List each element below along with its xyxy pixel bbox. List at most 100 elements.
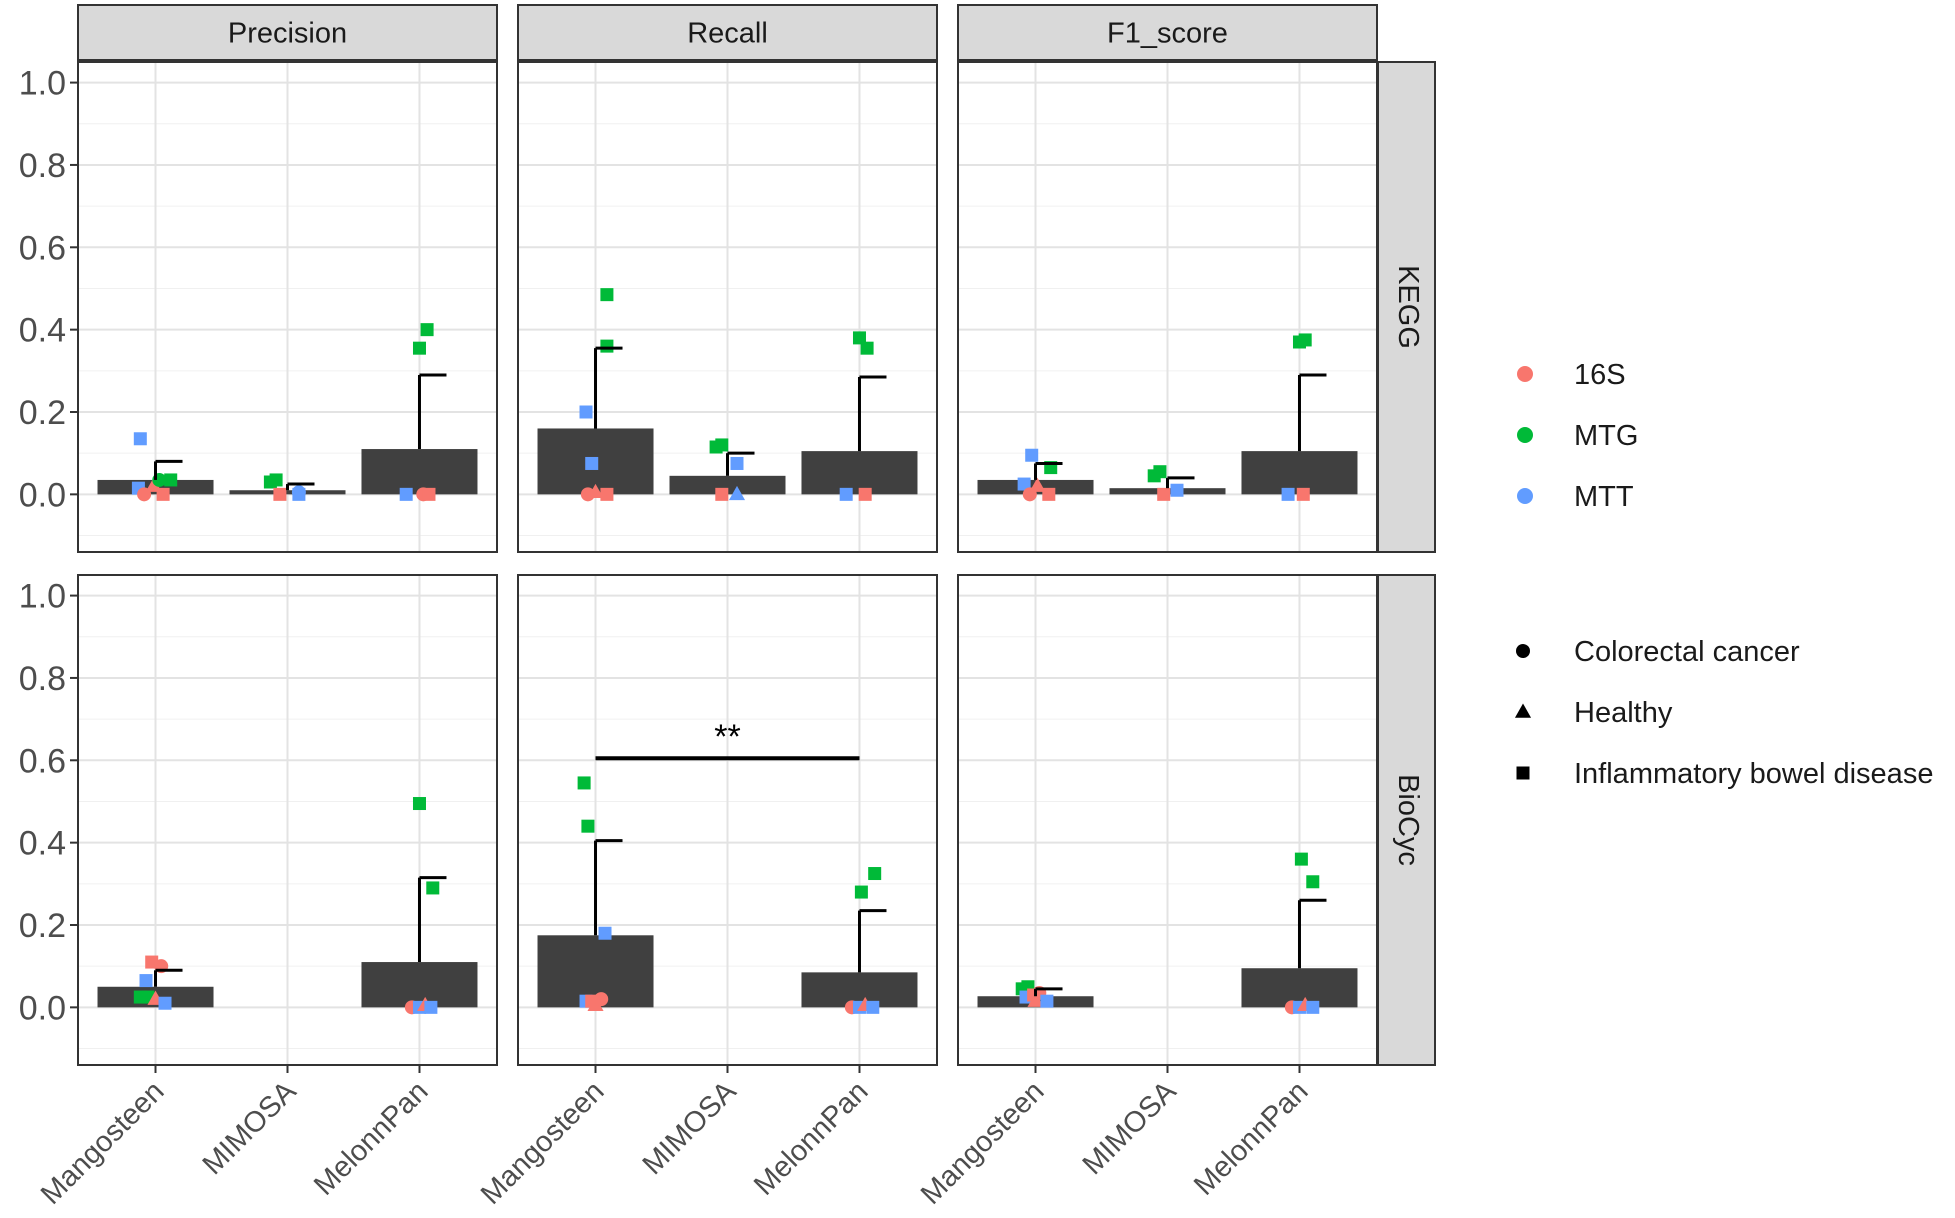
point-mtg-square bbox=[581, 819, 595, 833]
point-mtg-square bbox=[852, 331, 866, 345]
column-strip-recall: Recall bbox=[517, 4, 938, 61]
error-bar-melonnpan bbox=[857, 375, 887, 452]
point-16s-square bbox=[1027, 988, 1041, 1002]
error-bar-mangosteen bbox=[1034, 987, 1063, 997]
error-bar-mimosa bbox=[1166, 476, 1195, 489]
point-mtg-square bbox=[600, 288, 614, 302]
legend-key-triangle bbox=[1514, 703, 1532, 718]
error-bar-melonnpan bbox=[417, 876, 447, 963]
legend-item-triangle: Healthy bbox=[1514, 697, 1673, 729]
point-mtt-square bbox=[579, 405, 593, 419]
point-mtg-square bbox=[269, 473, 283, 487]
y-tick-label: 0.2 bbox=[19, 907, 66, 945]
point-16s-square bbox=[1296, 487, 1310, 501]
y-tick-label: 0.8 bbox=[19, 660, 66, 698]
point-16s-square bbox=[1042, 487, 1056, 501]
point-mtt-square bbox=[399, 487, 413, 501]
point-mtg-square bbox=[164, 473, 178, 487]
panel-recall-kegg bbox=[517, 61, 938, 553]
point-mtt-square bbox=[598, 926, 612, 940]
error-bar-melonnpan bbox=[1297, 373, 1327, 452]
point-mtt-square bbox=[839, 487, 853, 501]
point-mtg-square bbox=[715, 438, 729, 452]
column-strip-precision: Precision bbox=[77, 4, 498, 61]
point-mtg-square bbox=[426, 881, 440, 895]
panel-f1_score-kegg bbox=[957, 61, 1378, 553]
legend-label: Inflammatory bowel disease bbox=[1574, 758, 1933, 790]
x-tick-label: Mangosteen bbox=[35, 1075, 170, 1210]
panel-border bbox=[77, 61, 498, 553]
point-mtg-square bbox=[412, 341, 426, 355]
point-mtt-square bbox=[292, 487, 306, 501]
point-16s-square bbox=[422, 487, 436, 501]
panel-border bbox=[517, 61, 938, 553]
panel-border bbox=[957, 61, 1378, 553]
y-tick-label: 0.6 bbox=[19, 742, 66, 780]
legend-label: Colorectal cancer bbox=[1574, 636, 1800, 668]
bar-melonnpan bbox=[361, 449, 478, 495]
error-bar-mangosteen bbox=[594, 839, 623, 936]
row-strip-box bbox=[1377, 574, 1436, 1066]
point-mtg-square bbox=[1298, 333, 1312, 347]
bar-mimosa bbox=[669, 475, 786, 495]
y-tick-label: 1.0 bbox=[19, 578, 66, 616]
panel-f1_score-biocyc: Mangosteen MIMOSA MelonnPan bbox=[915, 574, 1378, 1211]
point-mtg-square bbox=[868, 867, 882, 881]
legend-label: MTG bbox=[1574, 420, 1638, 452]
y-tick-label: 0.4 bbox=[19, 825, 66, 863]
point-mtg-square bbox=[854, 885, 868, 899]
y-tick-label: 1.0 bbox=[19, 65, 66, 103]
point-mtg-square bbox=[412, 797, 426, 811]
point-mtt-square bbox=[158, 996, 172, 1010]
y-tick-label: 0.0 bbox=[19, 476, 66, 514]
legend-label: 16S bbox=[1574, 359, 1626, 391]
point-16s-square bbox=[600, 487, 614, 501]
point-16s-square bbox=[858, 487, 872, 501]
legend-label: MTT bbox=[1574, 481, 1634, 513]
error-bar-mimosa bbox=[726, 451, 755, 476]
row-strip-biocyc: BioCyc bbox=[1377, 574, 1436, 1066]
x-tick-label: MelonnPan bbox=[1188, 1075, 1314, 1201]
error-bar-mangosteen bbox=[154, 968, 183, 987]
row-strip-label: BioCyc bbox=[1392, 774, 1424, 866]
bar-mimosa bbox=[229, 490, 346, 495]
legend-item-square: Inflammatory bowel disease bbox=[1516, 758, 1933, 790]
legend-source: 16S MTG MTT bbox=[1517, 359, 1638, 513]
y-tick-label: 0.4 bbox=[19, 312, 66, 350]
point-16s-square bbox=[715, 487, 729, 501]
column-strip-label: Precision bbox=[228, 18, 347, 50]
legend-label: Healthy bbox=[1574, 697, 1673, 729]
error-bar-melonnpan bbox=[417, 373, 447, 450]
error-bar-melonnpan bbox=[1297, 898, 1327, 969]
point-mtt-square bbox=[1170, 483, 1184, 497]
x-tick-label: MelonnPan bbox=[748, 1075, 874, 1201]
legend-key-circle bbox=[1517, 427, 1533, 443]
legend-item-mtt: MTT bbox=[1517, 481, 1634, 513]
point-mtt-triangle bbox=[728, 485, 746, 501]
x-tick-label: MelonnPan bbox=[308, 1075, 434, 1201]
point-16s-triangle bbox=[587, 483, 604, 499]
point-mtg-square bbox=[1306, 875, 1320, 889]
y-tick-label: 0.6 bbox=[19, 229, 66, 267]
bar-melonnpan bbox=[1241, 451, 1358, 495]
y-tick-label: 0.8 bbox=[19, 147, 66, 185]
point-mtg-square bbox=[860, 341, 874, 355]
point-mtt-square bbox=[1025, 448, 1039, 462]
error-bar-mangosteen bbox=[594, 346, 623, 429]
legend-item-16s: 16S bbox=[1517, 359, 1626, 391]
panel-precision-kegg: 0.0 0.2 0.4 0.6 0.8 1.0 bbox=[19, 61, 498, 553]
y-tick-label: 0.0 bbox=[19, 989, 66, 1027]
point-16s-square bbox=[273, 487, 287, 501]
legend-condition: Colorectal cancer Healthy Inflammatory bow… bbox=[1514, 636, 1933, 790]
x-tick-label: MIMOSA bbox=[197, 1075, 303, 1181]
legend-key-square bbox=[1516, 766, 1530, 780]
point-mtt-square bbox=[866, 1000, 880, 1014]
point-mtt-square bbox=[133, 432, 147, 446]
error-bar-melonnpan bbox=[857, 909, 887, 973]
point-mtt-square bbox=[424, 1000, 438, 1014]
panel-recall-biocyc: ** Mangosteen MIMOSA MelonnPan bbox=[475, 574, 938, 1211]
column-strip-box bbox=[957, 4, 1378, 61]
y-tick-label: 0.2 bbox=[19, 394, 66, 432]
column-strip-box bbox=[517, 4, 938, 61]
point-16s-square bbox=[1157, 487, 1171, 501]
